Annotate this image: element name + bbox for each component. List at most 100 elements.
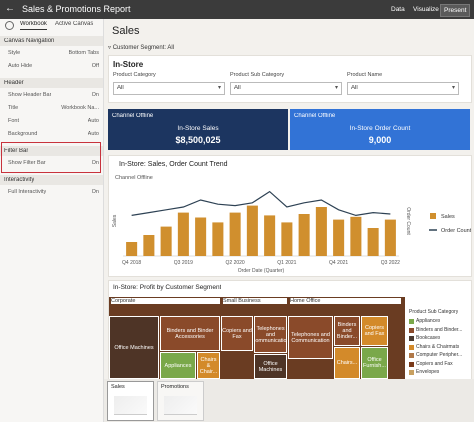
legend-label: Copiers and Fax bbox=[416, 360, 453, 367]
bar bbox=[212, 222, 224, 256]
bar bbox=[264, 215, 276, 256]
kpi-value: $8,500,025 bbox=[175, 135, 221, 145]
kpi-card: Channel Offline In-Store Order Count 9,000 bbox=[290, 109, 470, 150]
top-action[interactable]: Data bbox=[391, 6, 405, 13]
setting-value[interactable]: Auto bbox=[87, 131, 99, 137]
x-tick-label: Q3 2019 bbox=[174, 260, 193, 266]
setting-value[interactable]: Auto bbox=[87, 118, 99, 124]
treemap-tile[interactable]: Binders and Binder... bbox=[334, 316, 360, 346]
treemap-tile[interactable]: Copiers and Fax bbox=[361, 316, 388, 346]
tile-label: Chairs & Chair... bbox=[199, 356, 218, 375]
section-header[interactable]: Filter Bar bbox=[0, 146, 103, 156]
legend-label: Chairs & Chairmats bbox=[416, 343, 460, 350]
setting-value[interactable]: Off bbox=[91, 63, 99, 69]
tile-label: Appliances bbox=[164, 362, 192, 369]
setting-label: Show Filter Bar bbox=[8, 160, 46, 166]
top-action[interactable]: Present bbox=[440, 4, 471, 17]
bar bbox=[160, 226, 172, 256]
panel-icon[interactable] bbox=[5, 21, 14, 30]
bar bbox=[143, 235, 155, 256]
y2-axis-title: Order Count bbox=[405, 207, 411, 235]
group-label: Home Office bbox=[290, 298, 401, 304]
kpi-subtitle: Channel Offline bbox=[294, 113, 336, 119]
thumbnail-preview bbox=[164, 396, 197, 415]
dropdown[interactable]: All ▾ bbox=[230, 82, 342, 95]
dropdown[interactable]: All ▾ bbox=[113, 82, 225, 95]
treemap-tile[interactable]: Chairs & Chair... bbox=[197, 352, 220, 379]
group-label: Small Business bbox=[223, 298, 287, 304]
legend-label: Order Count bbox=[441, 228, 472, 234]
kpi-title: In-Store Order Count bbox=[349, 125, 411, 132]
report-title: Sales & Promotions Report bbox=[22, 4, 131, 14]
setting-value[interactable]: On bbox=[91, 189, 99, 195]
section-header[interactable]: Canvas Navigation bbox=[0, 36, 103, 46]
tile-label: Office Furnish... bbox=[363, 357, 386, 369]
combo-chart: In-Store: Sales, Order Count Trend Channe… bbox=[108, 155, 472, 277]
filter-bar[interactable]: ▿ Customer Segment: All bbox=[108, 45, 175, 51]
bar bbox=[195, 217, 207, 256]
tile-label: Chairs... bbox=[336, 360, 358, 366]
bar bbox=[333, 219, 345, 256]
section-title: Header bbox=[4, 80, 24, 86]
treemap-tile[interactable]: Office Machines bbox=[254, 354, 287, 379]
tab[interactable]: Active Canvas bbox=[55, 21, 94, 27]
legend-swatch bbox=[409, 327, 414, 333]
x-tick-label: Q4 2018 bbox=[122, 260, 141, 266]
chart-subtitle: Channel Offline bbox=[115, 175, 153, 181]
legend-label: Envelopes bbox=[416, 369, 440, 375]
treemap-panel: In-Store: Profit by Customer Segment Corp… bbox=[108, 280, 472, 379]
treemap-tile[interactable]: Telephones and Communication bbox=[254, 316, 287, 353]
setting-value[interactable]: On bbox=[91, 92, 99, 98]
legend-swatch bbox=[409, 319, 414, 324]
setting-label: Font bbox=[8, 118, 20, 124]
bar bbox=[350, 216, 362, 256]
chart-title: In-Store: Sales, Order Count Trend bbox=[119, 161, 228, 168]
section-header[interactable]: Header bbox=[0, 78, 103, 88]
tile-label: Office Machines bbox=[114, 344, 154, 351]
treemap-tile[interactable]: Binders and Binder Accessories bbox=[160, 316, 220, 351]
legend-swatch bbox=[409, 353, 414, 358]
filter-label: Product Sub Category bbox=[230, 72, 285, 78]
canvas-thumbnail[interactable]: Promotions bbox=[157, 381, 204, 421]
thumbnail-label: Promotions bbox=[161, 384, 189, 390]
treemap-tile[interactable]: Office Machines bbox=[109, 316, 159, 379]
top-action[interactable]: Visualize bbox=[413, 6, 439, 13]
thumbnail-preview bbox=[114, 396, 147, 415]
setting-value[interactable]: Bottom Tabs bbox=[68, 50, 99, 56]
canvas-tabs: Sales Promotions bbox=[104, 379, 474, 422]
properties-panel: Workbook Active Canvas Canvas Navigation St… bbox=[0, 19, 104, 422]
section-header[interactable]: Interactivity bbox=[0, 175, 103, 185]
section-title: Filter Bar bbox=[4, 148, 29, 154]
back-button[interactable]: ← bbox=[5, 3, 15, 14]
filter-label: Product Name bbox=[347, 72, 383, 78]
dropdown-arrow: ▾ bbox=[217, 85, 221, 91]
dropdown-value: All bbox=[117, 85, 124, 91]
panel-title: In-Store bbox=[113, 60, 144, 69]
treemap-tile[interactable]: Copiers and Fax bbox=[221, 316, 253, 351]
x-tick-label: Q1 2021 bbox=[277, 260, 296, 266]
setting-value[interactable]: Workbook Na... bbox=[61, 105, 99, 111]
legend-title: Product Sub Category bbox=[409, 309, 459, 315]
treemap-tile[interactable]: Appliances bbox=[160, 352, 196, 379]
treemap-tile[interactable]: Chairs... bbox=[334, 347, 360, 379]
legend-label: Sales bbox=[441, 214, 455, 220]
treemap-tile[interactable]: Office Furnish... bbox=[361, 347, 388, 379]
dropdown[interactable]: All ▾ bbox=[347, 82, 459, 95]
y-axis-title: Sales bbox=[112, 214, 118, 227]
x-axis-title: Order Date (Quarter) bbox=[238, 268, 285, 274]
setting-value[interactable]: On bbox=[91, 160, 99, 166]
bar bbox=[126, 242, 138, 256]
thumbnail-label: Sales bbox=[111, 384, 125, 390]
filter-panel: In-Store Product Category All ▾ Product Sub… bbox=[108, 55, 472, 103]
treemap-tile[interactable]: Telephones and Communication bbox=[288, 316, 333, 359]
tile-label: Binders and Binder Accessories bbox=[166, 327, 214, 340]
filter-text: Customer Segment: All bbox=[112, 45, 175, 51]
kpi-value: 9,000 bbox=[368, 135, 392, 145]
tab[interactable]: Workbook bbox=[20, 21, 47, 30]
group-label: Corporate bbox=[111, 298, 220, 304]
bar bbox=[281, 222, 293, 256]
legend-swatch bbox=[430, 213, 436, 219]
canvas-thumbnail[interactable]: Sales bbox=[107, 381, 154, 421]
x-tick-label: Q4 2021 bbox=[329, 260, 348, 266]
